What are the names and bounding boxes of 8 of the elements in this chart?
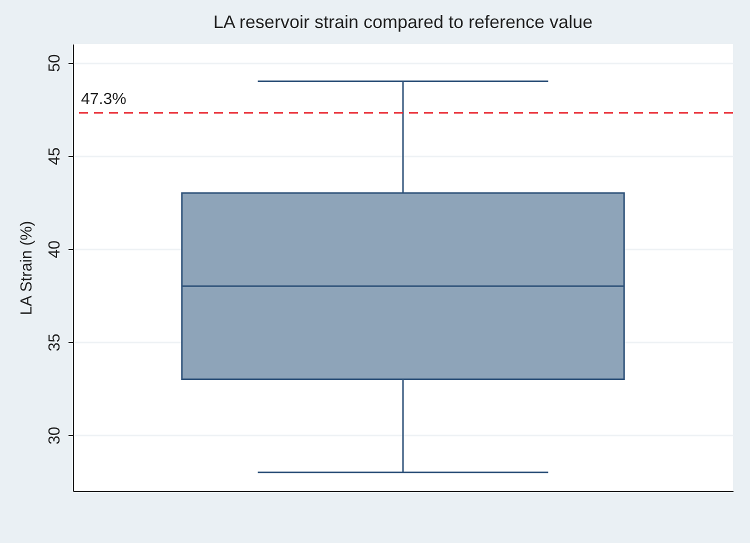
y-axis-title: LA Strain (%) <box>18 220 36 316</box>
chart-title: LA reservoir strain compared to reference value <box>213 12 593 32</box>
y-tick-label: 40 <box>46 240 64 258</box>
y-tick-label: 50 <box>46 54 64 72</box>
y-tick-label: 30 <box>46 426 64 445</box>
ref-line-label: 47.3% <box>81 90 126 108</box>
y-tick-label: 35 <box>46 334 64 352</box>
y-tick-label: 45 <box>46 147 64 166</box>
